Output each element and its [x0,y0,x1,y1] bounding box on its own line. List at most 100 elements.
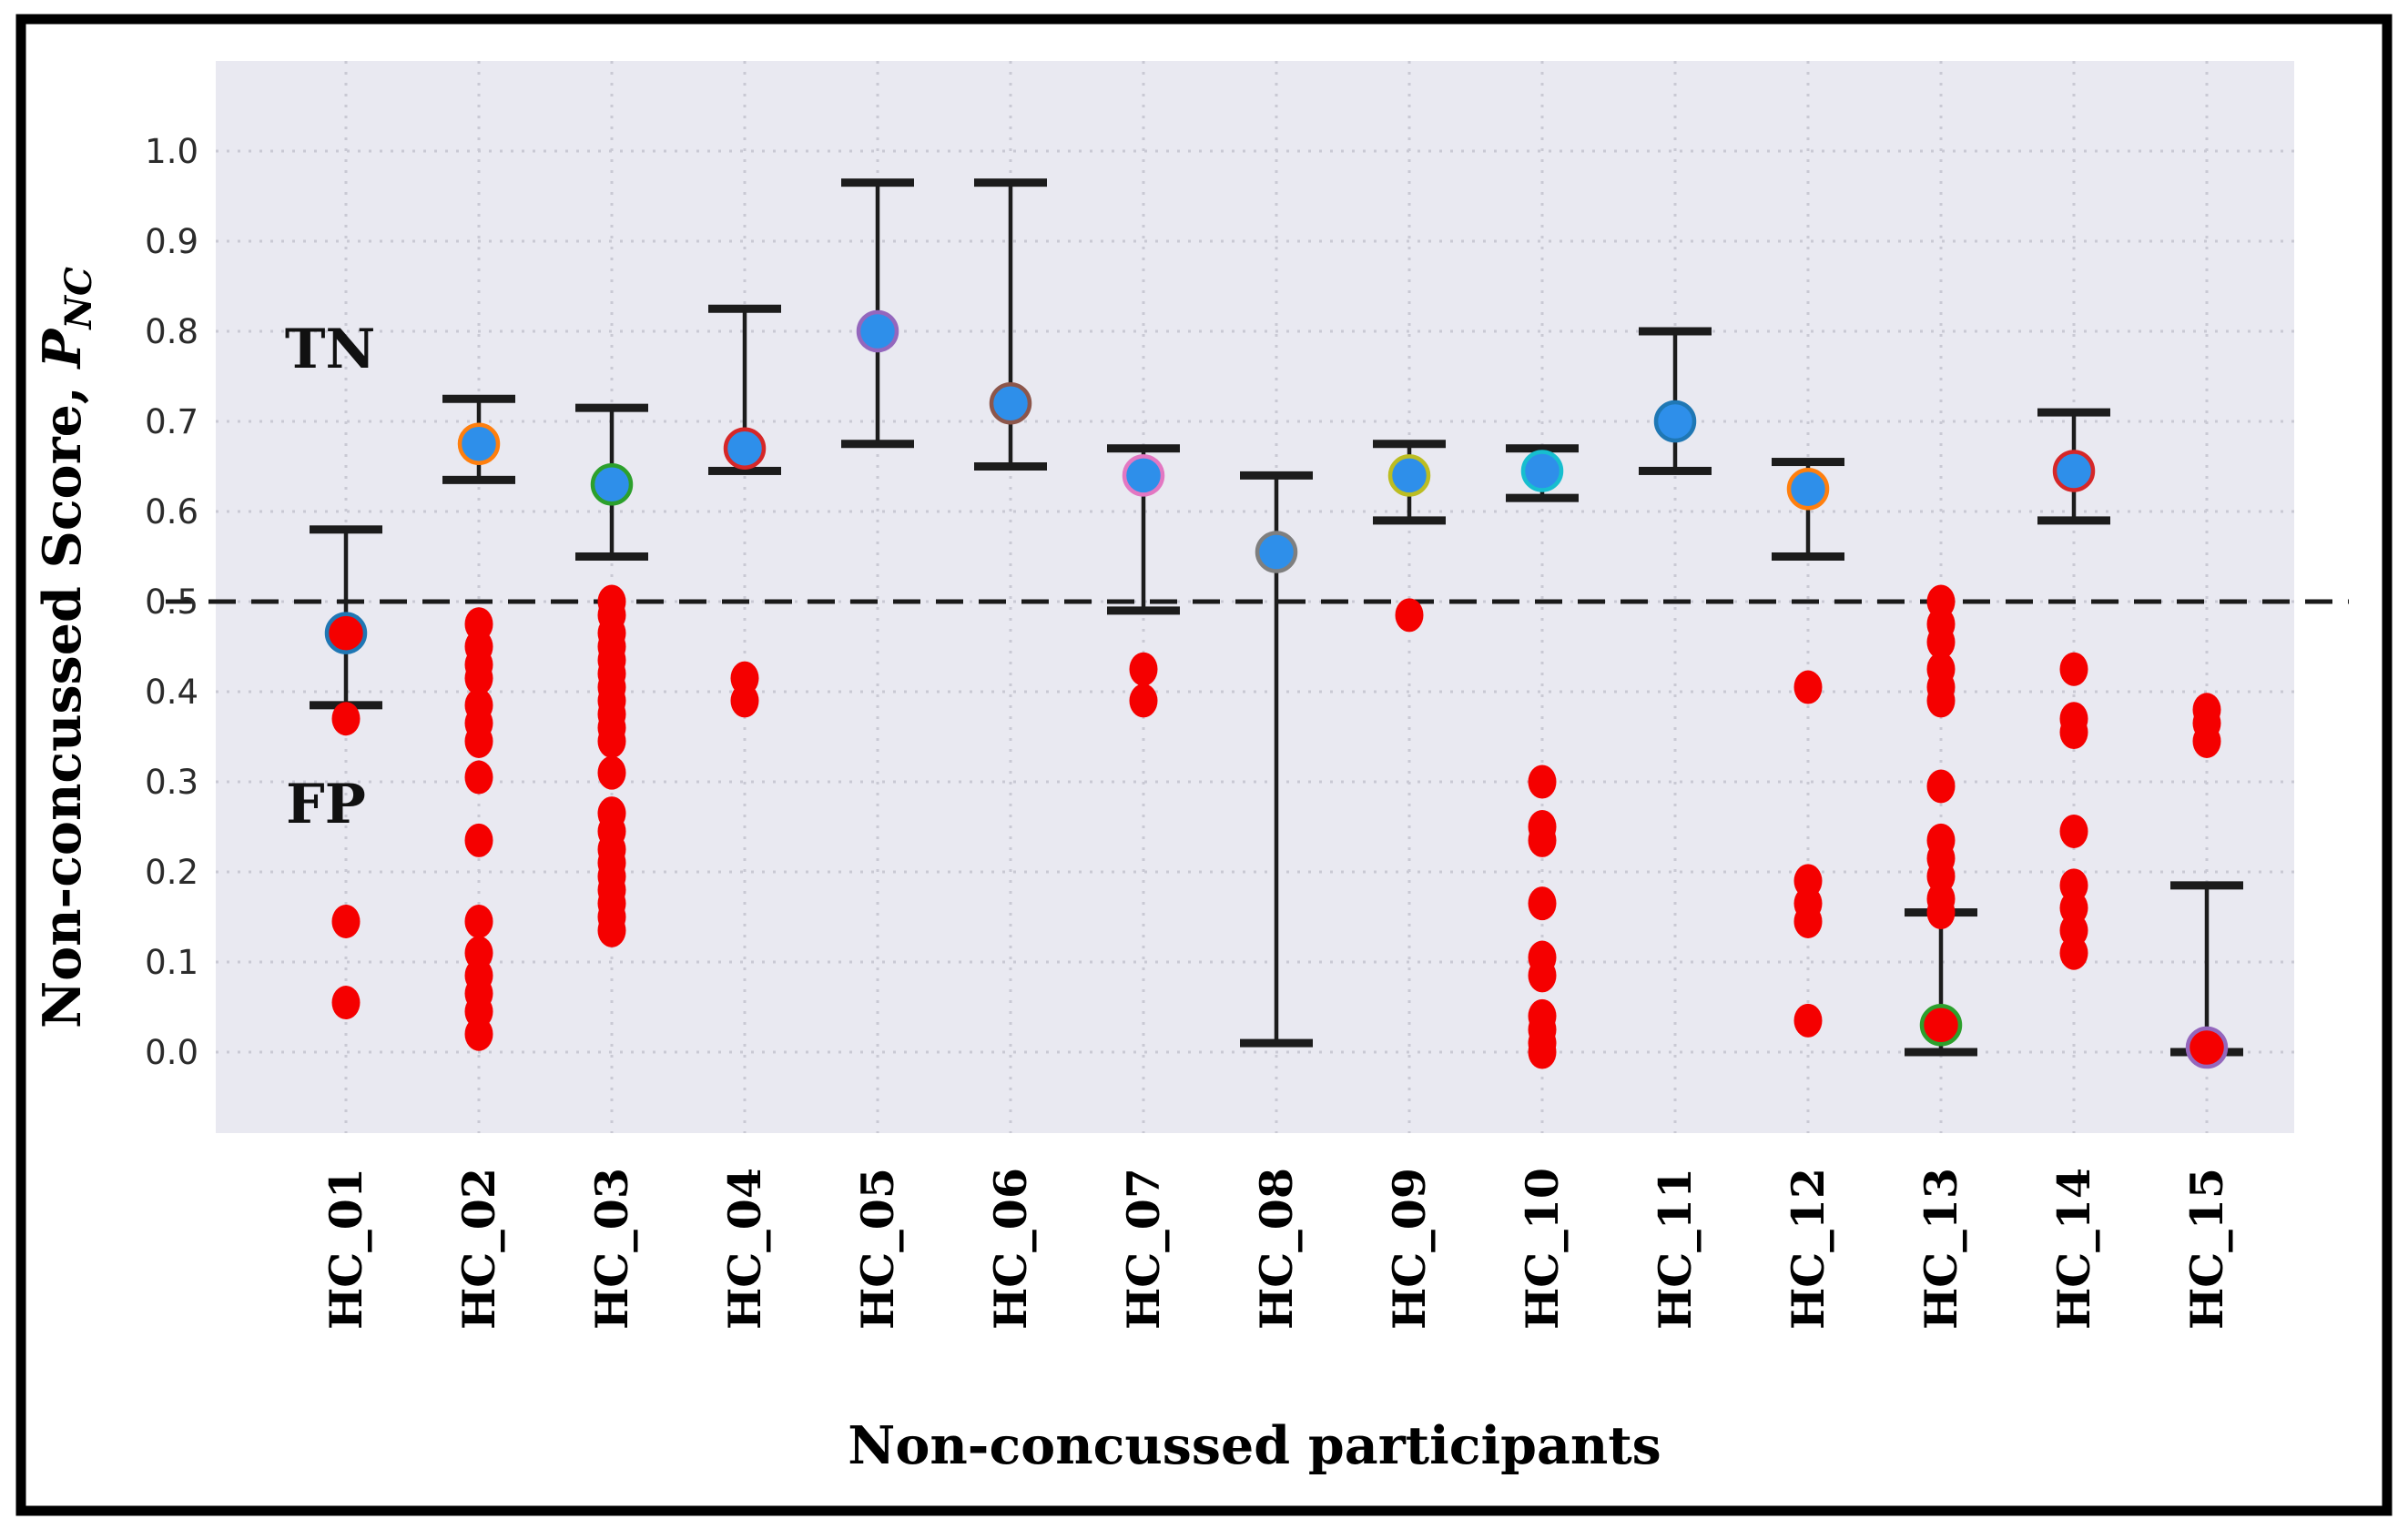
mean-marker [1653,400,1697,443]
mean-marker [2052,450,2096,492]
plot-area [216,61,2294,1133]
x-tick-label: HC_15 [2180,1168,2233,1330]
y-tick-label: 0.5 [145,582,198,622]
y-tick-label: 0.0 [145,1033,198,1072]
bootstrap-point [331,986,361,1020]
bootstrap-point [1129,652,1158,686]
errorbar-cap-top [1240,471,1313,480]
bootstrap-point [1528,886,1557,921]
mean-marker [1919,1004,1963,1047]
bootstrap-point [464,823,493,857]
errorbar-cap-top [841,178,914,187]
errorbar-cap-top [2170,881,2243,890]
errorbar-cap-top [310,525,382,534]
errorbar-cap-bottom [1772,552,1844,561]
y-tick-label: 0.7 [145,402,198,441]
errorbar-cap-bottom [575,552,648,561]
bootstrap-point [2059,715,2088,750]
x-tick-labels: HC_01 HC_02 HC_03 HC_04 HC_05 HC_06 HC_07 HC_08… [320,1168,2233,1330]
errorbar-cap-bottom [841,440,914,449]
errorbar-cap-bottom [1373,516,1446,525]
mean-marker [1255,531,1298,573]
bootstrap-point [1528,764,1557,799]
bootstrap-point [1129,683,1158,718]
mean-marker [989,381,1032,425]
x-tick-label: HC_04 [718,1168,771,1330]
bootstrap-point [2059,936,2088,970]
bootstrap-point [1793,670,1823,704]
x-tick-label: HC_11 [1649,1168,1702,1330]
y-axis-title-text: Non-concussed Score, [32,368,93,1028]
bootstrap-point [464,724,493,758]
bootstrap-point [2059,814,2088,848]
x-axis-title: Non-concussed participants [848,1415,1661,1476]
y-tick-labels: 1.0 0.9 0.8 0.7 0.6 0.5 0.4 0.3 0.2 0.1 0.0 [145,132,198,1072]
mean-marker [324,612,368,654]
bootstrap-point [1528,958,1557,993]
bootstrap-point [1926,896,1956,930]
errorbar-cap-bottom [708,466,781,475]
mean-marker [1786,468,1830,511]
bootstrap-point [464,1017,493,1051]
mean-markers [324,309,2229,1069]
bootstrap-point [331,702,361,736]
errorbar-cap-top [2037,408,2110,417]
x-tick-label: HC_03 [585,1168,638,1330]
errorbar-cap-top [1107,444,1180,453]
errorbar-cap-top [442,394,515,403]
bootstrap-point [464,760,493,795]
errorbar-cap-bottom [1905,1048,1977,1057]
bootstrap-point [730,683,759,718]
x-tick-label: HC_05 [851,1168,904,1330]
bootstrap-point [597,755,626,790]
errorbar-cap-top [1639,327,1712,336]
mean-marker [1520,450,1564,492]
bootstrap-point [597,724,626,758]
scatter-points [331,584,2221,1069]
mean-marker [457,422,501,465]
errorbar-cap-top [708,304,781,313]
x-tick-label: HC_09 [1383,1168,1436,1330]
y-tick-label: 0.3 [145,763,198,802]
x-tick-label: HC_08 [1250,1168,1303,1330]
errorbar-cap-bottom [1107,606,1180,615]
x-tick-label: HC_14 [2047,1168,2100,1330]
errorbar-cap-bottom [974,462,1047,471]
x-tick-label: HC_02 [452,1168,505,1330]
y-axis-title: Non-concussed Score, PNC [32,267,100,1028]
errorbar-cap-bottom [2037,516,2110,525]
bootstrap-point [1793,904,1823,938]
errorbar-cap-top [1373,440,1446,449]
x-tick-label: HC_07 [1117,1168,1170,1330]
y-tick-label: 0.4 [145,673,198,712]
bootstrap-point [1926,683,1956,718]
bootstrap-point [331,904,361,938]
bootstrap-point [597,913,626,947]
bootstrap-point [464,904,493,938]
mean-marker [856,309,899,353]
mean-marker [1122,454,1165,497]
errorbar-cap-bottom [1240,1038,1313,1048]
y-tick-label: 0.9 [145,222,198,261]
bootstrap-point [2059,652,2088,686]
y-tick-label: 1.0 [145,132,198,171]
annotations: TN FP [285,318,376,836]
y-tick-label: 0.6 [145,492,198,532]
mean-marker [1387,454,1431,497]
annotation-fp: FP [286,773,366,836]
mean-marker [723,427,767,470]
errorbar-cap-top [974,178,1047,187]
bootstrap-point [1528,1035,1557,1069]
mean-marker [2185,1026,2229,1069]
bootstrap-point [464,661,493,695]
errorbar-cap-bottom [442,475,515,484]
errorbar-cap-bottom [1639,466,1712,475]
bootstrap-point [1395,598,1424,633]
bootstrap-point [1793,1003,1823,1038]
y-axis-title-symbol: P [32,327,93,370]
bootstrap-point [1926,769,1956,804]
bootstrap-point [2192,724,2221,758]
y-tick-label: 0.1 [145,943,198,982]
